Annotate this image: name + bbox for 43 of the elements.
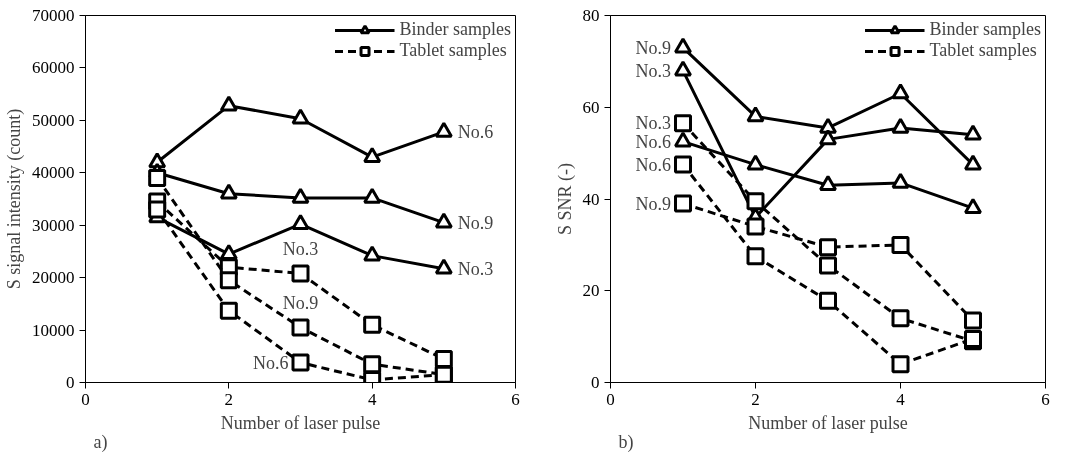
x-tick-label: 6 bbox=[1041, 389, 1050, 409]
x-tick-label: 2 bbox=[751, 389, 760, 409]
y-axis-title: S SNR (-) bbox=[554, 162, 576, 235]
y-tick-label: 20 bbox=[582, 281, 600, 301]
annotation: No.3 bbox=[282, 239, 319, 260]
x-tick-label: 2 bbox=[224, 389, 234, 409]
annotation: No.9 bbox=[457, 212, 494, 233]
legend-label: Tablet samples bbox=[929, 40, 1037, 61]
legend-label: Binder samples bbox=[929, 19, 1041, 40]
y-tick-label: 60 bbox=[582, 97, 600, 117]
x-axis-title: Number of laser pulse bbox=[220, 412, 381, 433]
annotation: No.6 bbox=[253, 352, 289, 373]
annotation: No.6 bbox=[635, 131, 671, 152]
x-tick-label: 0 bbox=[81, 389, 90, 409]
x-axis-title: Number of laser pulse bbox=[748, 412, 908, 433]
annotation: No.9 bbox=[635, 193, 671, 214]
annotation: No.6 bbox=[635, 154, 671, 175]
y-tick-label: 20000 bbox=[32, 268, 75, 288]
y-tick-label: 80 bbox=[582, 6, 600, 25]
x-tick-label: 4 bbox=[367, 389, 377, 409]
legend-label: Binder samples bbox=[399, 19, 511, 40]
y-tick-label: 70000 bbox=[32, 6, 75, 25]
annotation: No.3 bbox=[635, 113, 671, 134]
y-tick-label: 0 bbox=[591, 373, 600, 392]
annotation: No.3 bbox=[635, 60, 671, 81]
x-tick-label: 4 bbox=[896, 389, 906, 409]
annotation: No.9 bbox=[635, 37, 671, 58]
y-tick-label: 0 bbox=[66, 373, 75, 392]
legend-label: Tablet samples bbox=[399, 40, 507, 61]
x-tick-label: 0 bbox=[606, 389, 615, 409]
y-axis-title: S signal intensity (count) bbox=[4, 108, 25, 290]
annotation: No.6 bbox=[457, 121, 494, 142]
y-tick-label: 40000 bbox=[32, 163, 75, 183]
y-tick-label: 30000 bbox=[32, 215, 75, 235]
annotation: No.9 bbox=[282, 293, 319, 314]
annotation: No.3 bbox=[457, 258, 494, 279]
text: b) bbox=[618, 431, 634, 453]
y-tick-label: 50000 bbox=[32, 110, 75, 130]
y-tick-label: 10000 bbox=[32, 320, 75, 340]
text: a) bbox=[93, 431, 108, 453]
x-tick-label: 6 bbox=[511, 389, 520, 409]
y-tick-label: 40 bbox=[582, 189, 600, 209]
y-tick-label: 60000 bbox=[32, 58, 75, 78]
